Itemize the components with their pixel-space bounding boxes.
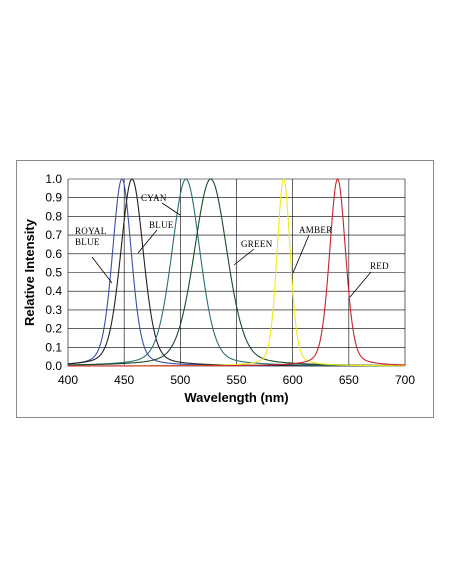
annotation-leader-royal-blue	[91, 256, 113, 284]
annotation-label-royal-blue: ROYAL	[75, 226, 107, 236]
annotation-label-green: GREEN	[241, 239, 273, 249]
tick-labels: 0.0 0.1 0.2 0.3 0.4 0.5 0.6 0.7 0.8 0.9 1.0 400 450 5…	[45, 172, 415, 387]
annotation-label-royal-blue: BLUE	[75, 237, 100, 247]
x-tick-label: 500	[170, 373, 190, 387]
chart-figure: ROYAL BLUE BLUE CYAN GREEN AMBER RED 0.0 0.1 0.2…	[16, 160, 434, 418]
y-tick-label: 0.5	[45, 266, 62, 280]
annotation-leader-amber	[292, 234, 310, 274]
annotation-label-red: RED	[370, 261, 389, 271]
series-curves	[67, 178, 406, 367]
annotation-label-blue: BLUE	[149, 220, 174, 230]
x-tick-label: 700	[395, 373, 415, 387]
annotation-leader-cyan	[161, 202, 181, 216]
y-tick-label: 0.0	[45, 359, 62, 373]
y-tick-label: 0.3	[45, 303, 62, 317]
y-tick-label: 0.4	[45, 284, 62, 298]
annotation-label-amber: AMBER	[299, 225, 333, 235]
y-tick-label: 0.6	[45, 247, 62, 261]
y-tick-label: 0.7	[45, 228, 62, 242]
y-tick-label: 0.2	[45, 322, 62, 336]
x-tick-label: 450	[114, 373, 134, 387]
x-tick-label: 650	[339, 373, 359, 387]
x-tick-label: 550	[226, 373, 246, 387]
y-tick-label: 0.9	[45, 191, 62, 205]
annotation-leader-green	[233, 248, 255, 266]
x-tick-label: 600	[283, 373, 303, 387]
x-tick-label: 400	[58, 373, 78, 387]
annotation-label-cyan: CYAN	[141, 193, 167, 203]
x-axis-title: Wavelength (nm)	[184, 390, 288, 405]
y-tick-label: 0.8	[45, 209, 62, 223]
annotation-leader-red	[349, 271, 372, 298]
annotation-leader-blue	[137, 229, 158, 254]
y-tick-label: 0.1	[45, 340, 62, 354]
annotation-leaders	[91, 202, 372, 298]
series-curve-red	[68, 178, 406, 367]
y-tick-label: 1.0	[45, 172, 62, 186]
grid	[67, 178, 406, 367]
y-axis-title: Relative Intensity	[22, 218, 37, 326]
